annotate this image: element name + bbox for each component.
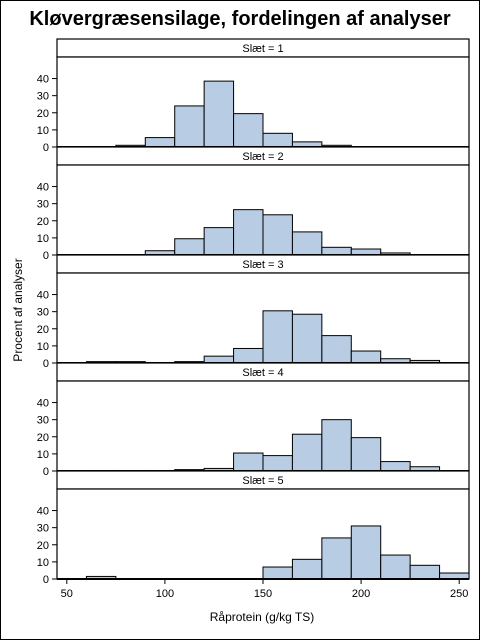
y-tick-label: 30 bbox=[37, 91, 49, 103]
histogram-bar bbox=[233, 347, 264, 364]
y-tick-label: 40 bbox=[37, 398, 49, 410]
x-tick-label: 200 bbox=[352, 588, 370, 600]
y-tick-label: 40 bbox=[37, 74, 49, 86]
y-tick-label: 20 bbox=[37, 216, 49, 228]
histogram-bar bbox=[409, 564, 441, 580]
histogram-bar bbox=[262, 310, 293, 364]
histogram-bar bbox=[321, 246, 352, 256]
panel-strip-label: Slæt = 5 bbox=[242, 475, 283, 487]
y-tick-label: 0 bbox=[43, 250, 49, 262]
panel-strip-label: Slæt = 1 bbox=[242, 43, 283, 55]
y-tick-label: 30 bbox=[37, 415, 49, 427]
chart-title: Kløvergræsensilage, fordelingen af analy… bbox=[29, 8, 451, 30]
y-tick-label: 10 bbox=[37, 341, 49, 353]
x-tick-label: 50 bbox=[61, 588, 73, 600]
y-tick-label: 40 bbox=[37, 506, 49, 518]
histogram-bar bbox=[144, 137, 176, 148]
y-tick-label: 0 bbox=[43, 574, 49, 586]
y-tick-label: 40 bbox=[37, 290, 49, 302]
histogram-bar bbox=[203, 80, 235, 148]
histogram-bar bbox=[203, 227, 235, 256]
y-tick-label: 10 bbox=[37, 233, 49, 245]
y-tick-label: 10 bbox=[37, 449, 49, 461]
histogram-bar bbox=[233, 209, 264, 256]
x-tick-label: 250 bbox=[450, 588, 468, 600]
histogram-bar bbox=[174, 238, 205, 256]
y-tick-label: 10 bbox=[37, 557, 49, 569]
y-tick-label: 20 bbox=[37, 108, 49, 120]
histogram-bar bbox=[233, 113, 264, 148]
histogram-bar bbox=[203, 355, 235, 364]
histogram-bar bbox=[350, 350, 382, 364]
histogram-bar bbox=[233, 452, 264, 472]
histogram-bar bbox=[262, 132, 293, 148]
histogram-bar bbox=[262, 214, 293, 256]
panel-strip-label: Slæt = 3 bbox=[242, 259, 283, 271]
y-tick-label: 30 bbox=[37, 199, 49, 211]
x-tick-label: 100 bbox=[156, 588, 174, 600]
histogram-bar bbox=[380, 461, 411, 472]
histogram-bar bbox=[262, 455, 293, 472]
y-tick-label: 0 bbox=[43, 466, 49, 478]
panel-strip-label: Slæt = 2 bbox=[242, 151, 283, 163]
y-tick-label: 0 bbox=[43, 142, 49, 154]
y-tick-label: 30 bbox=[37, 523, 49, 535]
histogram-bar bbox=[380, 554, 411, 580]
x-tick-label: 150 bbox=[254, 588, 272, 600]
panel-strip-label: Slæt = 4 bbox=[242, 367, 283, 379]
histogram-bar bbox=[350, 525, 382, 580]
y-tick-label: 20 bbox=[37, 324, 49, 336]
histogram-bar bbox=[262, 566, 293, 580]
x-axis-label: Råprotein (g/kg TS) bbox=[210, 610, 315, 624]
histogram-bar bbox=[291, 558, 323, 580]
histogram-bar bbox=[291, 313, 323, 364]
histogram-bar bbox=[291, 433, 323, 472]
histogram-bar bbox=[321, 537, 352, 580]
y-tick-label: 20 bbox=[37, 540, 49, 552]
histogram-bar bbox=[291, 231, 323, 256]
y-tick-label: 0 bbox=[43, 358, 49, 370]
y-tick-label: 30 bbox=[37, 307, 49, 319]
histogram-bar bbox=[321, 335, 352, 364]
y-tick-label: 10 bbox=[37, 125, 49, 137]
y-axis-label: Procent af analyser bbox=[11, 258, 25, 361]
histogram-bar bbox=[350, 437, 382, 472]
histogram-bar bbox=[174, 105, 205, 148]
y-tick-label: 20 bbox=[37, 432, 49, 444]
histogram-bar bbox=[321, 419, 352, 472]
y-tick-label: 40 bbox=[37, 182, 49, 194]
